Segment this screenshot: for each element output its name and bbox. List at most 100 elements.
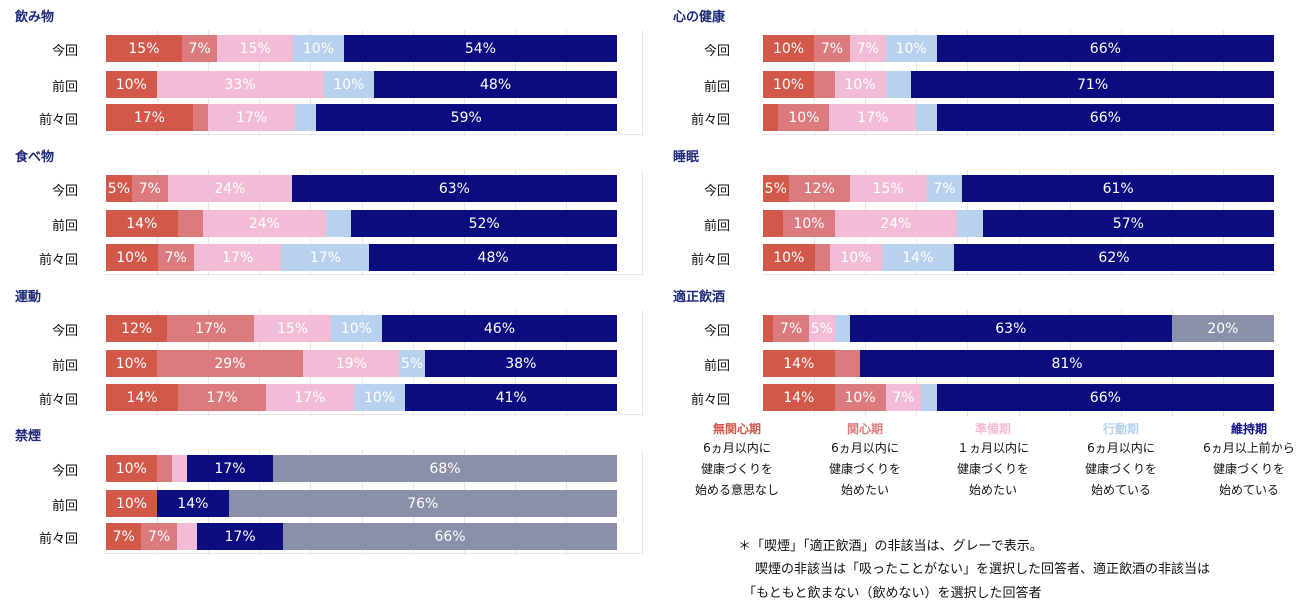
legend-description: 健康づくりを — [828, 462, 901, 476]
data-label: 10% — [772, 40, 805, 57]
bar-segment-mukanshin: 10% — [106, 455, 157, 482]
data-label: 14% — [177, 495, 209, 512]
row-label: 前回 — [703, 80, 730, 95]
row-label: 今回 — [51, 324, 78, 339]
baseline — [105, 134, 643, 135]
legend-description: 始めたい — [840, 483, 889, 497]
grid-line — [642, 30, 643, 136]
bar-segment-junbi: 15% — [254, 315, 331, 342]
baseline — [105, 414, 643, 415]
bar-segment-junbi: 33% — [156, 71, 324, 98]
data-label: 76% — [407, 495, 439, 512]
bar-segment-iji: 59% — [315, 104, 617, 131]
data-label: 7% — [164, 249, 187, 266]
data-label: 17% — [133, 109, 165, 126]
data-label: 15% — [239, 40, 271, 57]
row-label: 前々回 — [690, 393, 730, 408]
legend-item-iji: 維持期 6ヵ月以上前から 健康づくりを 始めている — [1190, 420, 1305, 501]
row-label: 前回 — [703, 359, 730, 374]
bar-segment-iji: 17% — [186, 455, 273, 482]
baseline — [105, 274, 643, 275]
bar-segment-iji: 66% — [936, 384, 1274, 411]
bar-segment-kanshin — [177, 210, 204, 237]
legend-description: 始める意思なし — [694, 483, 779, 497]
bar-segment-junbi: 17% — [193, 244, 282, 271]
bar-segment-junbi: 10% — [834, 71, 886, 98]
data-label: 14% — [783, 355, 815, 372]
legend-item-kanshin: 関心期 6ヵ月以内に 健康づくりを 始めたい — [806, 420, 924, 501]
data-label: 5% — [764, 180, 787, 197]
data-label: 62% — [1098, 249, 1130, 266]
bar-segment-iji: 66% — [936, 35, 1274, 62]
bar-segment-junbi: 15% — [849, 175, 927, 202]
bar-segment-junbi: 5% — [808, 315, 835, 342]
bar-segment-iji: 17% — [197, 523, 284, 550]
row-label: 今回 — [703, 184, 730, 199]
bar-segment-kanshin — [156, 455, 172, 482]
bar-segment-iji: 57% — [982, 210, 1274, 237]
bar-segment-junbi: 17% — [829, 104, 917, 131]
bar-segment-junbi: 7% — [885, 384, 922, 411]
legend-item-kodo: 行動期 6ヵ月以内に 健康づくりを 始めている — [1062, 420, 1180, 501]
data-label: 24% — [214, 180, 246, 197]
panel-title-non-smoking: 禁煙 — [15, 429, 42, 444]
note-line-3: 「もともと飲まない（飲めない）を選択した回答者 — [743, 586, 1042, 601]
data-label: 14% — [126, 389, 158, 406]
data-label: 68% — [429, 460, 461, 477]
legend-description: 6ヵ月以内に — [703, 441, 771, 455]
data-label: 12% — [121, 320, 153, 337]
row-label: 今回 — [51, 464, 78, 479]
data-label: 46% — [483, 320, 516, 337]
row-label: 前々回 — [38, 113, 78, 128]
bar-segment-kanshin — [814, 244, 831, 271]
data-label: 10% — [363, 389, 396, 406]
data-label: 20% — [1207, 320, 1239, 337]
data-label: 66% — [434, 528, 466, 545]
row-label: 前回 — [51, 359, 78, 374]
bar-segment-junbi: 19% — [303, 350, 400, 377]
bar-segment-mukanshin: 14% — [106, 210, 178, 237]
bar-segment-junbi: 10% — [830, 244, 882, 271]
data-label: 7% — [138, 180, 161, 197]
data-label: 10% — [115, 76, 147, 93]
data-label: 10% — [773, 249, 805, 266]
bar-segment-mukanshin: 10% — [763, 244, 815, 271]
bar-segment-mukanshin: 10% — [106, 71, 157, 98]
bar-segment-mukanshin — [763, 104, 779, 131]
bar-segment-kanshin: 17% — [178, 384, 266, 411]
data-label: 7% — [188, 40, 211, 57]
bar-segment-iji: 48% — [374, 71, 617, 98]
row-label: 前々回 — [38, 253, 78, 268]
row-label: 今回 — [703, 44, 730, 59]
row-label: 前々回 — [690, 113, 730, 128]
bar-segment-kanshin: 29% — [156, 350, 304, 377]
note-line-1: ＊「喫煙」「適正飲酒」の非該当は、グレーで表示。 — [738, 539, 1043, 554]
legend-description: 健康づくりを — [700, 462, 773, 476]
bar-segment-junbi: 17% — [208, 104, 296, 131]
data-label: 10% — [115, 355, 147, 372]
data-label: 10% — [340, 320, 372, 337]
legend-description: 健康づくりを — [956, 462, 1029, 476]
data-label: 15% — [128, 40, 160, 57]
bar-segment-iji: 14% — [157, 490, 229, 517]
panel-title-moderate-drinking: 適正飲酒 — [673, 290, 726, 305]
data-label: 66% — [1089, 40, 1121, 57]
panel-title-mental-health: 心の健康 — [673, 10, 726, 25]
bar-segment-kanshin: 12% — [788, 175, 850, 202]
data-label: 10% — [793, 215, 825, 232]
data-label: 15% — [872, 180, 904, 197]
bar-segment-kanshin: 10% — [783, 210, 835, 237]
bar-segment-iji: 81% — [860, 350, 1274, 377]
bar-segment-kodo: 10% — [330, 315, 382, 342]
data-label: 17% — [857, 109, 889, 126]
data-label: 14% — [126, 215, 158, 232]
bar-segment-kodo: 5% — [399, 350, 425, 377]
bar-segment-iji: 63% — [849, 315, 1172, 342]
legend-description: 始めている — [1090, 483, 1151, 497]
bar-segment-iji: 54% — [343, 35, 617, 62]
data-label: 63% — [438, 180, 470, 197]
grid-line — [642, 170, 643, 276]
row-label: 前々回 — [38, 393, 78, 408]
legend-title-kodo: 行動期 — [1102, 422, 1139, 436]
bar-segment-kanshin: 7% — [157, 244, 194, 271]
